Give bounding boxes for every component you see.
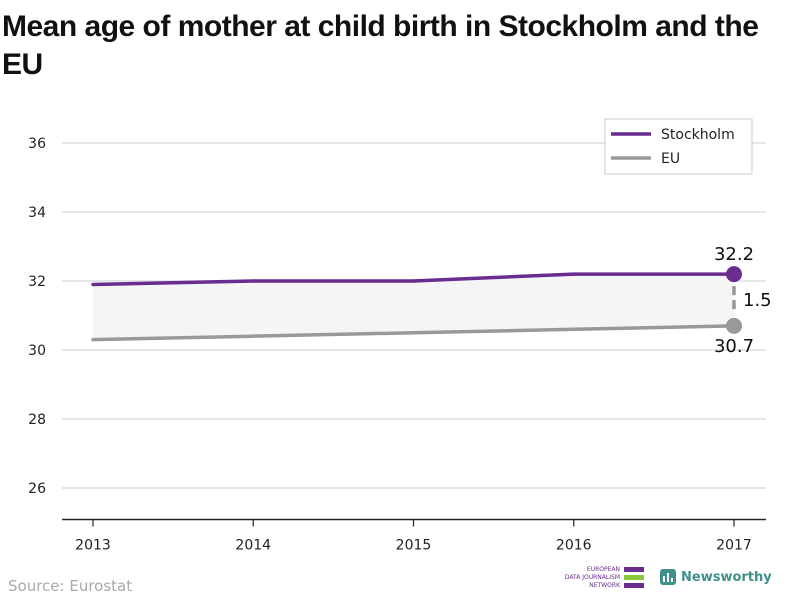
annotations: 32.2 30.7 1.5 — [714, 244, 772, 357]
x-tick-label-2013: 2013 — [75, 538, 111, 554]
x-tick-label-2016: 2016 — [556, 538, 592, 554]
source-note: Source: Eurostat — [8, 577, 133, 595]
ejn-logo-line-3: NETWORK — [589, 582, 620, 589]
value-label-eu: 30.7 — [714, 336, 754, 357]
difference-label: 1.5 — [743, 290, 772, 311]
end-point-stockholm — [726, 266, 742, 283]
y-tick-label-36: 36 — [28, 136, 46, 152]
ejn-logo-bar-3 — [624, 583, 644, 588]
value-label-stockholm: 32.2 — [714, 244, 754, 265]
y-tick-label-32: 32 — [28, 274, 46, 290]
x-tick-label-2017: 2017 — [716, 538, 752, 554]
difference-band-area — [93, 274, 734, 340]
series-segment-stockholm-2013 — [91, 279, 255, 287]
newsworthy-logo: Newsworthy — [660, 566, 772, 588]
y-tick-label-26: 26 — [28, 481, 46, 497]
ejn-logo: EUROPEAN DATA JOURNALISM NETWORK — [564, 566, 650, 590]
ejn-logo-line-2: DATA JOURNALISM — [564, 574, 620, 581]
ejn-logo-line-1: EUROPEAN — [586, 566, 620, 573]
y-axis: 26 28 30 32 34 36 — [28, 136, 46, 497]
series-segment-stockholm-2015 — [411, 272, 576, 283]
x-axis: 2013 2014 2015 2016 2017 — [62, 518, 766, 554]
series-segment-eu-2015 — [411, 327, 576, 335]
chart-title: Mean age of mother at child birth in Sto… — [2, 10, 759, 81]
bar-chart-icon — [660, 569, 676, 585]
y-tick-label-30: 30 — [28, 343, 46, 359]
y-tick-label-28: 28 — [28, 412, 46, 428]
series-lines — [91, 266, 742, 342]
series-segment-eu-2016 — [572, 324, 736, 332]
series-segment-eu-2013 — [91, 334, 255, 342]
newsworthy-brand: Newsworthy — [681, 569, 772, 585]
y-tick-label-34: 34 — [28, 205, 46, 221]
legend: Stockholm EU — [604, 118, 753, 175]
ejn-logo-bar-2 — [624, 575, 644, 580]
end-point-eu — [726, 317, 742, 334]
x-tick-label-2015: 2015 — [396, 538, 432, 554]
difference-band — [93, 274, 734, 340]
x-tick-label-2014: 2014 — [235, 538, 271, 554]
legend-label-stockholm: Stockholm — [661, 127, 735, 143]
legend-label-eu: EU — [661, 151, 680, 167]
series-segment-eu-2014 — [251, 331, 416, 338]
legend-box — [604, 118, 753, 175]
ejn-logo-bar-1 — [624, 567, 644, 572]
